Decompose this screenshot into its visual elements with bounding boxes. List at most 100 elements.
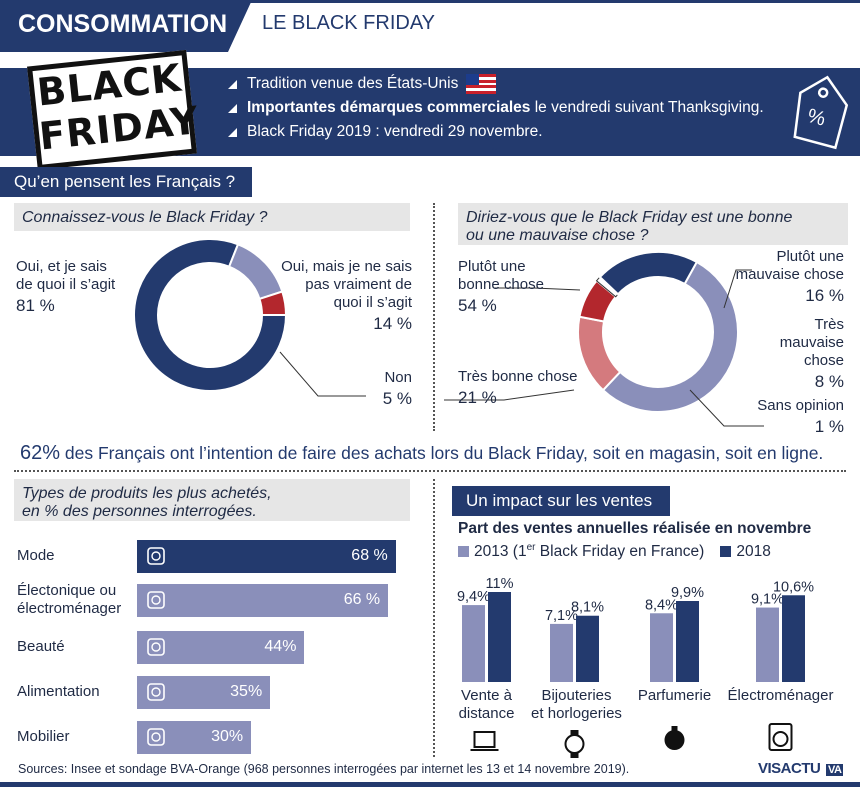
top-bar-shape (0, 0, 860, 52)
tag-symbol: % (805, 105, 828, 131)
brand-logo: VISACTU VA (758, 760, 844, 777)
banner-item: Importantes démarques commerciales le ve… (228, 96, 764, 120)
bar-value: 11% (486, 576, 514, 592)
slice-pct: 16 % (805, 286, 844, 305)
slice-non (258, 290, 288, 316)
slice-label-non: Non 5 % (332, 369, 412, 408)
label-line: mauvaise chose (735, 266, 844, 283)
sofa-icon (147, 728, 165, 746)
slice-tres-bonne (598, 251, 699, 296)
banner-item: Tradition venue des États-Unis (228, 72, 764, 96)
key-statement: 62% des Français ont l’intention de fair… (20, 442, 823, 465)
category-line: Mobilier (17, 728, 70, 745)
label-line: quoi il s’agit (333, 294, 412, 311)
us-flag-icon (466, 74, 497, 94)
statement-text: des Français ont l’intention de faire de… (60, 443, 824, 463)
sources: Sources: Insee et sondage BVA-Orange (96… (18, 762, 630, 776)
banner-item: Black Friday 2019 : vendredi 29 novembre… (228, 120, 764, 144)
bar-2013 (462, 605, 485, 682)
question-line: ou une mauvaise chose ? (466, 227, 649, 244)
slice-label-plutot-mauvaise: Plutôt une mauvaise chose 16 % (692, 248, 844, 305)
slice-label-sans-opinion: Sans opinion 1 % (700, 397, 844, 436)
statement-highlight: 62% (20, 442, 61, 464)
category-label: Alimentation (17, 683, 100, 701)
bar-2018 (488, 592, 511, 682)
bar-2013 (650, 613, 673, 682)
legend-item-2013: 2013 (1er Black Friday en France) (474, 542, 704, 561)
leader-line (494, 287, 581, 291)
label-line: Oui, mais je ne sais (281, 258, 412, 275)
bar-2018 (676, 601, 699, 682)
slice-pct: 14 % (373, 314, 412, 333)
bar-value: 8,1% (571, 600, 604, 616)
bullet-icon (228, 103, 237, 113)
slice-plutot-mauvaise (577, 315, 622, 392)
label-line: pas vraiment de (305, 276, 412, 293)
legend-text: Black Friday en France) (535, 543, 705, 561)
category-label: distance (459, 705, 515, 722)
category-label: CONSOMMATION (18, 10, 228, 38)
donut-chart-opinion (444, 251, 764, 427)
bottom-rule (0, 782, 860, 787)
bar-value: 9,9% (671, 585, 704, 601)
label-line: bonne chose (458, 276, 544, 293)
banner-item-bold: Importantes démarques commerciales (247, 99, 531, 116)
brand-mark: VA (826, 764, 844, 776)
question-line: Diriez-vous que le Black Friday est une … (466, 209, 793, 226)
slice-pct: 5 % (382, 389, 412, 408)
category-line: Électonique ou (17, 582, 117, 599)
category-line: Alimentation (17, 683, 100, 700)
leader-line (689, 389, 764, 427)
bar-value: 35% (230, 683, 263, 700)
category-label: Beauté (17, 638, 65, 656)
slice-label-tres-bonne: Très bonne chose 21 % (458, 368, 578, 407)
page-title: LE BLACK FRIDAY (262, 12, 436, 34)
label-line: Non (384, 369, 412, 386)
legend-sup: er (526, 542, 536, 553)
category-label: et horlogeries (531, 705, 622, 722)
slice-oui-sait (133, 238, 288, 392)
title-line: en % des personnes interrogées. (22, 503, 257, 520)
price-tag-icon: % (793, 75, 849, 150)
banner-item-text: le vendredi suivant Thanksgiving. (530, 99, 764, 116)
category-line: électroménager (17, 600, 122, 617)
perfume-icon (664, 726, 685, 750)
category-label: Mode (17, 547, 55, 565)
slice-plutot-bonne (601, 260, 739, 413)
bar-sofa: 30% (137, 721, 252, 754)
legend-swatch-2018 (720, 546, 732, 558)
washing-machine-icon (147, 591, 165, 609)
label-line: Sans opinion (757, 397, 844, 414)
banner-item-text: Black Friday 2019 : vendredi 29 novembre… (247, 123, 543, 140)
label-line: chose (803, 352, 844, 369)
slice-pct: 1 % (814, 417, 844, 436)
legend-text: 2013 (1 (474, 543, 527, 561)
label-line: Plutôt une (458, 258, 526, 275)
bar-value: 68 % (351, 547, 388, 564)
bar-tshirt: 68 % (137, 540, 396, 573)
divider (433, 203, 435, 431)
perfume-icon (147, 638, 165, 656)
question-1: Connaissez-vous le Black Friday ? (14, 203, 410, 231)
category-label: Mobilier (17, 728, 70, 746)
bullet-icon (228, 79, 237, 89)
category-label: Bijouteries (541, 687, 611, 704)
category-line: Beauté (17, 638, 65, 655)
bar-value: 8,4% (645, 597, 678, 613)
slice-pct: 21 % (458, 388, 497, 407)
top-bar: CONSOMMATION LE BLACK FRIDAY (0, 0, 860, 56)
impact-subtitle: Part des ventes annuelles réalisée en no… (458, 520, 812, 537)
bar-washing-machine: 66 % (137, 584, 389, 617)
legend-item-2018: 2018 (736, 542, 771, 560)
bar-value: 10,6% (773, 579, 814, 595)
laptop-icon (470, 731, 499, 751)
bar-value: 7,1% (545, 608, 578, 624)
bar-2013 (550, 623, 573, 682)
category-line: Mode (17, 547, 55, 564)
banner-list: Tradition venue des États-Unis Important… (228, 72, 764, 144)
slice-label-tres-mauvaise: Très mauvaise chose 8 % (740, 316, 844, 391)
slice-label-oui-sait: Oui, et je sais de quoi il s’agit 81 % (16, 258, 115, 315)
bar-value: 66 % (343, 591, 381, 608)
impact-title: Un impact sur les ventes (452, 486, 670, 516)
products-title: Types de produits les plus achetés, en %… (14, 479, 410, 521)
